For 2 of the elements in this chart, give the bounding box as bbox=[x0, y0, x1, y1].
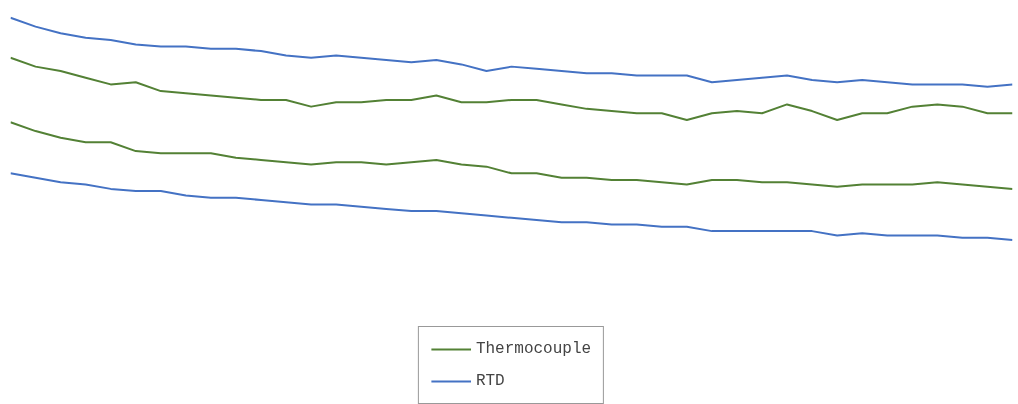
legend-label: Thermocouple bbox=[475, 340, 592, 358]
legend-label: RTD bbox=[475, 372, 505, 390]
